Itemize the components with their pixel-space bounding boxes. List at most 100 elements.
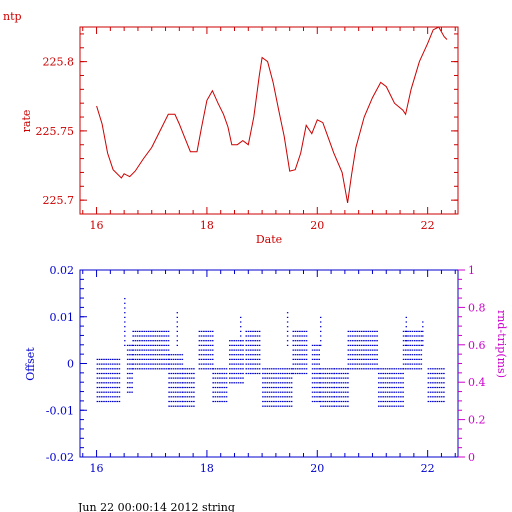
offset-point (382, 400, 384, 403)
offset-point (205, 363, 207, 365)
offset-point (186, 368, 189, 370)
offset-point (303, 330, 306, 332)
offset-point (409, 358, 411, 360)
offset-point (397, 377, 400, 379)
offset-point (275, 368, 277, 370)
offset-point (219, 391, 221, 393)
offset-point (107, 386, 110, 389)
offset-point (376, 330, 378, 332)
offset-point (156, 349, 159, 351)
offset-point (397, 372, 400, 375)
offset-point (409, 330, 411, 332)
offset-point (320, 405, 322, 407)
offset-point (427, 377, 430, 379)
offset-outlier (286, 316, 289, 318)
offset-point (156, 354, 159, 356)
offset-point (436, 396, 439, 398)
top-x-axis-label: Date (256, 233, 282, 246)
offset-point (367, 349, 370, 351)
offset-point (378, 396, 380, 398)
offset-point (358, 349, 361, 351)
offset-point (344, 400, 347, 403)
offset-point (270, 391, 273, 393)
offset-point (205, 335, 207, 337)
offset-point (177, 400, 179, 403)
offset-point (225, 372, 228, 375)
offset-point (407, 340, 409, 342)
offset-point (221, 400, 223, 403)
offset-point (170, 377, 173, 379)
offset-point (179, 382, 181, 384)
offset-point (294, 344, 297, 346)
offset-point (333, 382, 336, 384)
offset-point (211, 358, 214, 360)
offset-point (129, 368, 131, 370)
offset-point (214, 377, 217, 379)
offset-point (168, 363, 170, 365)
offset-point (347, 340, 350, 342)
offset-point (150, 335, 152, 337)
offset-point (101, 368, 103, 370)
offset-point (440, 391, 443, 393)
offset-point (340, 372, 343, 375)
offset-outlier (176, 312, 178, 314)
offset-point (116, 368, 118, 370)
offset-point (126, 377, 129, 379)
offset-point (147, 344, 150, 346)
offset-point (328, 368, 331, 370)
offset-point (168, 400, 170, 403)
offset-point (131, 344, 133, 346)
offset-point (407, 349, 409, 351)
offset-point (376, 358, 378, 360)
offset-point (247, 330, 250, 332)
y2-tick-label: 0.2 (468, 414, 486, 427)
offset-point (107, 363, 110, 365)
offset-point (384, 391, 387, 393)
offset-point (363, 330, 365, 332)
offset-point (270, 377, 273, 379)
offset-point (177, 358, 179, 360)
offset-point (338, 372, 340, 375)
x-tick-label: 16 (90, 219, 104, 232)
offset-point (333, 372, 336, 375)
offset-point (182, 391, 184, 393)
offset-point (314, 354, 316, 356)
offset-point (268, 382, 271, 384)
offset-point (266, 405, 269, 407)
offset-point (184, 386, 186, 389)
offset-point (358, 335, 361, 337)
offset-point (347, 368, 350, 370)
offset-point (203, 368, 205, 370)
offset-point (360, 358, 363, 360)
offset-point (105, 391, 107, 393)
offset-outlier (320, 335, 322, 337)
offset-point (182, 372, 184, 375)
offset-point (216, 377, 219, 379)
offset-point (282, 372, 284, 375)
offset-point (369, 330, 372, 332)
offset-point (299, 354, 301, 356)
offset-point (141, 335, 143, 337)
offset-outlier (405, 326, 407, 328)
offset-point (214, 400, 217, 403)
offset-point (316, 396, 318, 398)
offset-point (150, 330, 152, 332)
offset-point (328, 405, 331, 407)
offset-point (336, 372, 338, 375)
offset-point (286, 377, 288, 379)
offset-point (250, 340, 252, 342)
offset-outlier (124, 326, 126, 328)
offset-point (290, 400, 293, 403)
offset-point (116, 386, 118, 389)
offset-point (328, 372, 331, 375)
offset-point (168, 396, 170, 398)
offset-point (391, 368, 393, 370)
offset-point (282, 377, 284, 379)
offset-point (96, 386, 99, 389)
offset-point (172, 396, 175, 398)
offset-point (340, 377, 343, 379)
offset-point (209, 335, 212, 337)
offset-point (254, 335, 256, 337)
offset-point (174, 396, 177, 398)
